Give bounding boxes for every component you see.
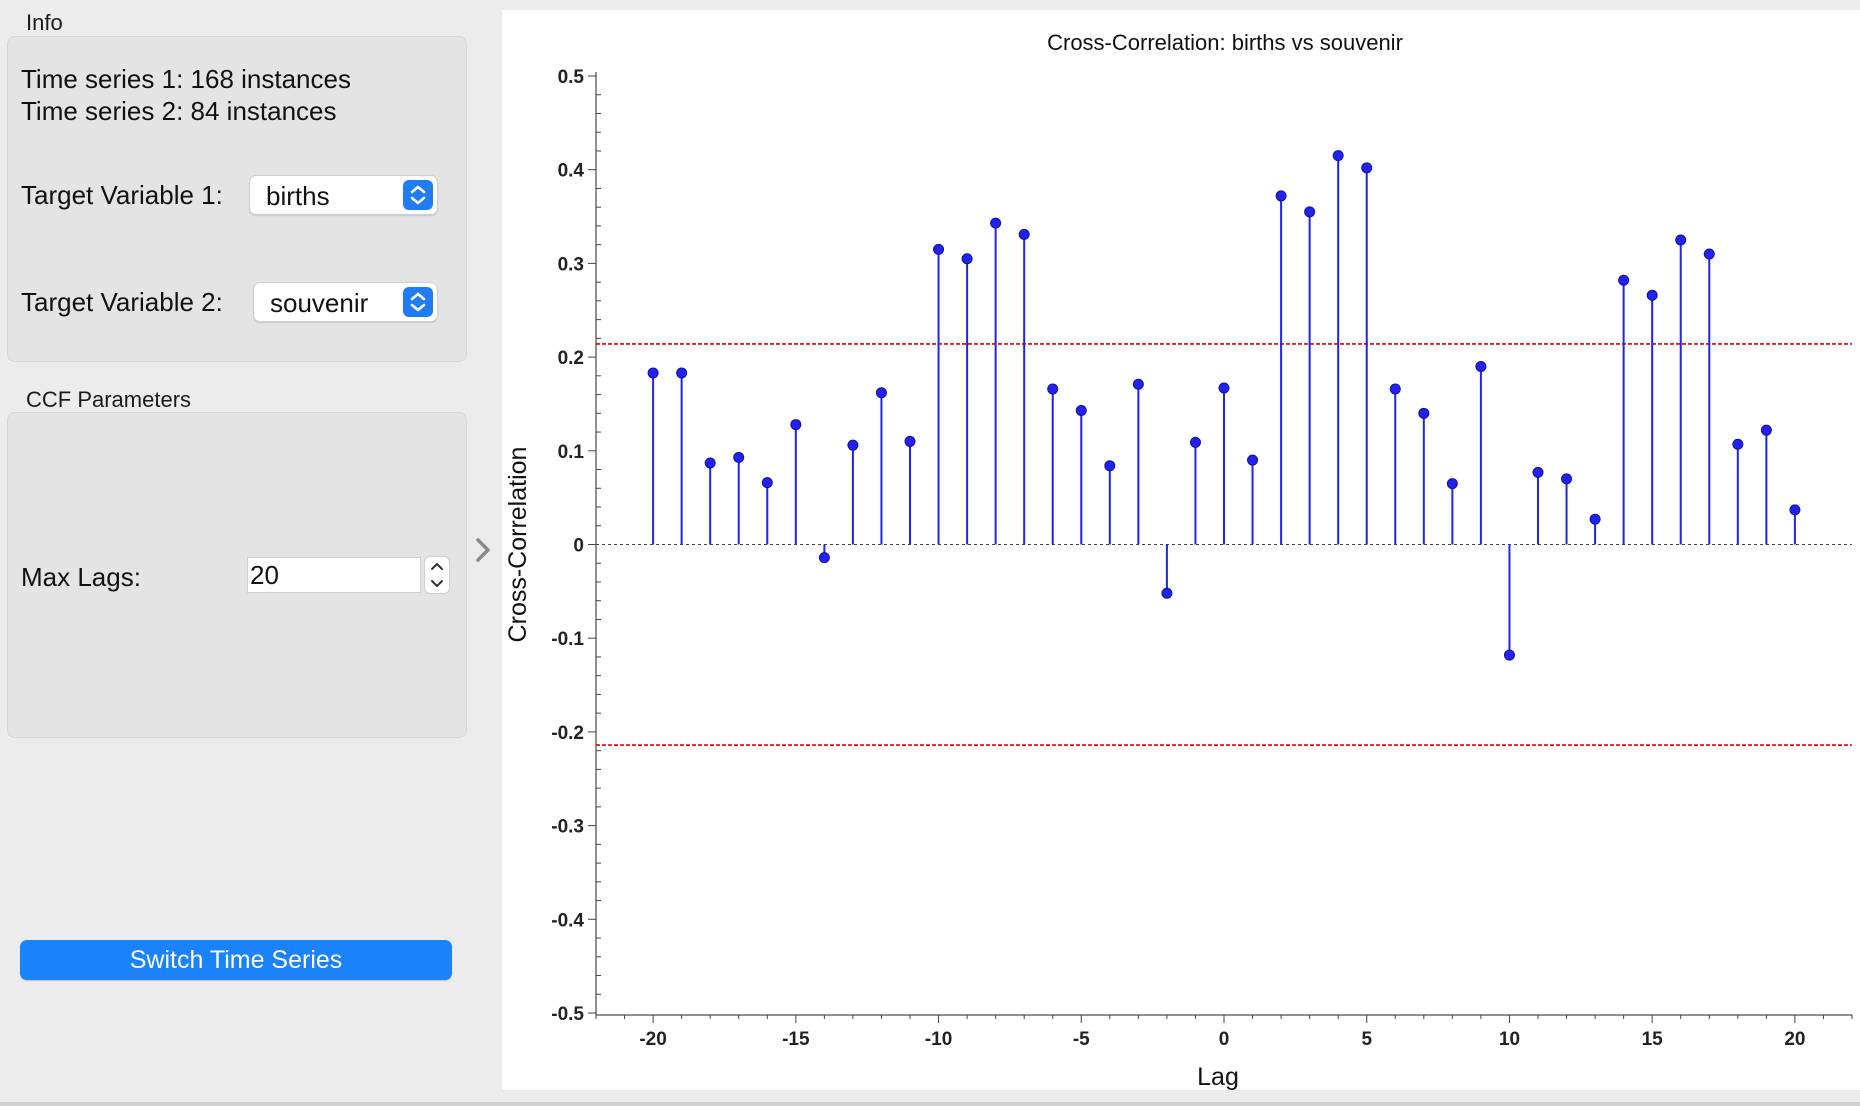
ccf-point (875, 387, 887, 399)
x-tick-label: 15 (1642, 1029, 1664, 1050)
ccf-point (1418, 407, 1430, 419)
ccf-point (1104, 460, 1116, 472)
ccf-point (1018, 228, 1030, 240)
y-axis-label: Cross-Correlation (504, 447, 532, 643)
target-variable-1-value: births (266, 181, 330, 211)
y-tick-label: 0.1 (558, 442, 585, 463)
ccf-point (1789, 504, 1801, 516)
target-variable-2-value: souvenir (270, 288, 369, 318)
ccf-point (1675, 234, 1687, 246)
x-tick-label: -5 (1073, 1029, 1090, 1050)
ccf-parameters-section-title: CCF Parameters (26, 387, 192, 412)
ccf-point (1218, 382, 1230, 394)
max-lags-label: Max Lags: (21, 562, 141, 592)
y-tick-label: 0 (573, 536, 584, 557)
y-tick-label: -0.5 (551, 1004, 584, 1025)
ccf-point (676, 367, 688, 379)
ccf-point (1703, 248, 1715, 260)
x-tick-label: 20 (1784, 1029, 1805, 1050)
chevron-right-icon[interactable] (470, 534, 496, 571)
ccf-point (1075, 405, 1087, 417)
target-variable-1-select[interactable]: births (249, 175, 438, 215)
y-tick-label: 0.3 (558, 254, 584, 275)
ccf-point (1475, 360, 1487, 372)
ccf-point (933, 243, 945, 255)
y-tick-label: -0.2 (551, 723, 584, 744)
ccf-point (1047, 383, 1059, 395)
ccf-point (1503, 649, 1515, 661)
y-tick-label: -0.3 (551, 817, 584, 838)
info-section-title: Info (26, 10, 63, 35)
target-variable-1-label: Target Variable 1: (21, 180, 223, 210)
ccf-point (1446, 478, 1458, 490)
ccf-point (1532, 466, 1544, 478)
ccf-point (990, 217, 1002, 229)
y-tick-label: 0.2 (558, 348, 584, 369)
y-tick-label: 0.5 (558, 67, 585, 88)
ccf-point (1760, 424, 1772, 436)
x-tick-label: 0 (1219, 1029, 1230, 1050)
x-tick-label: -20 (639, 1029, 666, 1050)
ccf-point (1361, 162, 1373, 174)
time-series-1-info: Time series 1: 168 instances (21, 64, 351, 94)
ccf-point (1247, 454, 1259, 466)
ccf-chart: Cross-Correlation: births vs souvenir 0.5… (504, 30, 1853, 1091)
ccf-point (1132, 378, 1144, 390)
ccf-point (647, 367, 659, 379)
select-arrows-icon (403, 287, 433, 317)
ccf-point (761, 477, 773, 489)
window-bottom-border (0, 1102, 1860, 1106)
ccf-point (1561, 473, 1573, 485)
stepper-down-icon[interactable] (425, 575, 449, 593)
y-tick-label: 0.4 (558, 161, 585, 182)
plot-area: Cross-Correlation: births vs souvenir 0.5… (502, 10, 1860, 1091)
x-axis-label: Lag (1197, 1063, 1239, 1090)
ccf-point (1189, 436, 1201, 448)
ccf-point (1732, 438, 1744, 450)
ccf-point (1389, 383, 1401, 395)
switch-time-series-button[interactable]: Switch Time Series (20, 940, 452, 980)
ccf-point (1646, 289, 1658, 301)
ccf-point (1618, 274, 1630, 286)
ccf-point (1304, 206, 1316, 218)
max-lags-stepper[interactable] (424, 556, 450, 594)
ccf-point (904, 435, 916, 447)
target-variable-2-select[interactable]: souvenir (253, 282, 438, 322)
x-tick-label: -15 (782, 1029, 810, 1050)
ccf-point (847, 439, 859, 451)
stepper-up-icon[interactable] (425, 557, 449, 575)
ccf-point (818, 552, 830, 564)
target-variable-2-label: Target Variable 2: (21, 287, 223, 317)
ccf-point (1161, 587, 1173, 599)
ccf-point (733, 451, 745, 463)
ccf-point (961, 253, 973, 265)
x-tick-label: -10 (925, 1029, 952, 1050)
time-series-2-info: Time series 2: 84 instances (21, 96, 337, 126)
x-tick-label: 10 (1499, 1029, 1520, 1050)
x-tick-label: 5 (1361, 1029, 1372, 1050)
ccf-point (1275, 190, 1287, 202)
ccf-point (1589, 513, 1601, 525)
ccf-point (1332, 150, 1344, 162)
max-lags-input[interactable] (247, 557, 421, 593)
ccf-point (790, 419, 802, 431)
y-tick-label: -0.1 (551, 629, 584, 650)
ccf-point (704, 457, 716, 469)
chart-title: Cross-Correlation: births vs souvenir (1047, 30, 1403, 55)
y-tick-label: -0.4 (551, 910, 584, 931)
select-arrows-icon (403, 180, 433, 210)
